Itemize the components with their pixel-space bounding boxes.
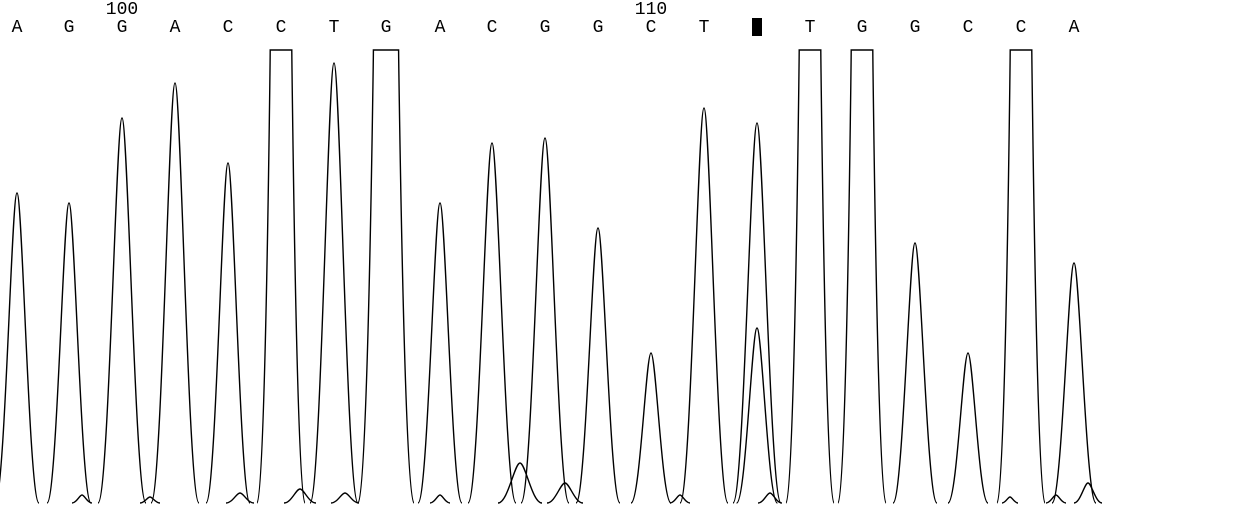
chromatogram-peak [680,108,728,503]
chromatogram-peak [997,50,1045,503]
baseline-noise [670,495,690,503]
chromatogram-peak [838,50,886,503]
chromatogram-peak [0,193,39,503]
chromatogram-peak [786,50,834,503]
chromatogram-peak [576,228,620,503]
chromatogram-peak [893,243,937,503]
baseline-noise [498,463,542,503]
chromatogram-peak [468,143,516,503]
baseline-noise [1046,495,1066,503]
chromatogram-svg [0,0,1240,513]
baseline-noise [1074,483,1102,503]
baseline-noise [140,497,160,503]
chromatogram-peak [948,353,988,503]
chromatogram-peak [1052,263,1096,503]
chromatogram-peak [631,353,671,503]
chromatogram-peak [418,203,462,503]
baseline-noise [226,493,254,503]
baseline-noise [1002,497,1018,503]
chromatogram-peak [151,83,199,503]
chromatogram-peak [310,63,358,503]
chromatogram-peak [98,118,146,503]
chromatogram-peak [358,50,414,503]
baseline-noise [284,489,316,503]
baseline-noise [430,495,450,503]
chromatogram-peak [257,50,305,503]
chromatogram-peak [733,123,781,503]
chromatogram-peak [206,163,250,503]
chromatogram-peak [521,138,569,503]
chromatogram-peak [47,203,91,503]
baseline-noise [331,493,359,503]
